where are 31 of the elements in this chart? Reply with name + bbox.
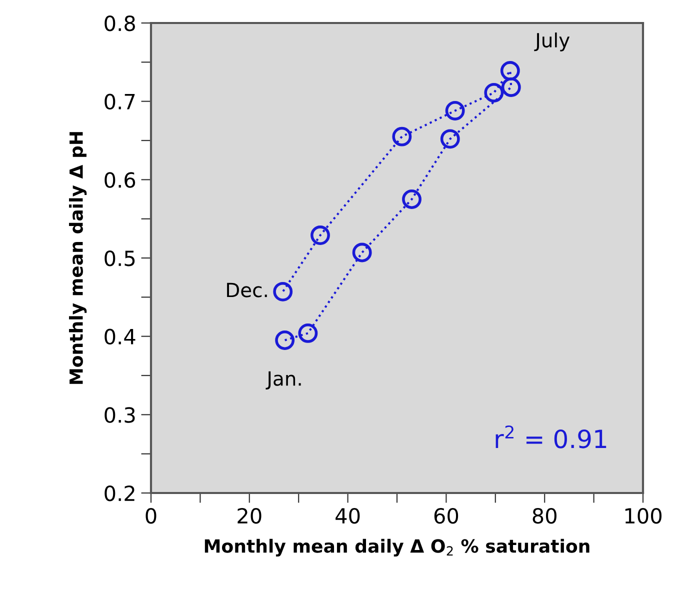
y-tick-label: 0.6 [104,172,136,188]
annotation: July [534,32,570,52]
y-tick-label: 0.3 [104,407,135,423]
point [445,101,465,120]
annotation: Dec. [227,282,267,298]
point [298,323,318,343]
point [501,78,521,97]
x-tick-label: 80 [532,508,556,524]
y-tick-label: 0.8 [104,15,135,32]
point [310,226,330,246]
x-tick-label: 100 [625,508,662,524]
point [392,126,412,146]
y-tick-label: 0.7 [104,94,135,110]
y-tick-label: 0.2 [104,485,134,502]
y-axis-title: Monthly mean daily Δ pH [69,132,87,384]
x-axis-title: Monthly mean daily Δ O$_{2}$ % saturation [204,538,590,556]
y-tick-label: 0.4 [104,328,136,345]
x-tick-label: 40 [336,508,360,524]
annotation: Jan. [266,371,301,390]
y-tick-label: 0.5 [104,250,135,266]
x-tick-label: 0 [146,508,156,524]
point [484,82,504,102]
x-tick-label: 20 [238,508,262,524]
x-tick-label: 60 [434,508,458,524]
point [500,61,520,81]
annotation: r$^{2}$ = 0.91 [496,425,606,448]
point [402,190,422,209]
point [273,282,293,302]
point [440,129,460,149]
point [352,242,372,262]
point [275,330,295,350]
